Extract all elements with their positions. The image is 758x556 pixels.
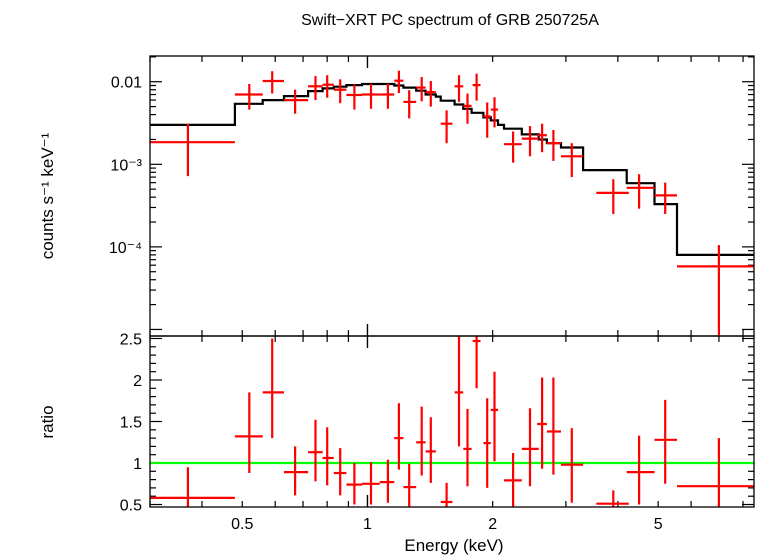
tick-labels: 0.01 10⁻³ 10⁻⁴ 0.5 1 1.5 2 2.5 0.5 1 2 5: [109, 75, 663, 533]
ratio-panel-frame: [149, 335, 755, 508]
panel-frames: [149, 55, 755, 508]
bottom-panel-ticks: [149, 336, 754, 507]
top-y-axis-label: counts s⁻¹ keV⁻¹: [38, 132, 57, 259]
ratio-ytick-label-0: 0.5: [120, 498, 142, 515]
ratio-ytick-label-2: 1.5: [120, 415, 142, 432]
spectrum-ytick-label-0: 0.01: [111, 75, 142, 92]
model-step-path: [150, 82, 754, 256]
x-axis-label: Energy (keV): [404, 536, 503, 555]
ratio-xtick-label-1: 1: [363, 516, 372, 533]
spectrum-data-points: [150, 70, 754, 336]
ratio-xtick-label-3: 5: [654, 516, 663, 533]
ratio-data-points: [150, 336, 754, 507]
ratio-ytick-label-3: 2: [133, 373, 142, 390]
top-panel-ticks: [149, 56, 754, 336]
bottom-y-axis-label: ratio: [38, 405, 57, 438]
spectrum-ytick-label-2: 10⁻⁴: [109, 240, 142, 257]
model-step-curve: [150, 82, 754, 256]
spectrum-ytick-label-1: 10⁻³: [110, 157, 142, 174]
chart-title: Swift−XRT PC spectrum of GRB 250725A: [301, 12, 599, 29]
ratio-xtick-label-2: 2: [488, 516, 497, 533]
ratio-ytick-label-4: 2.5: [120, 331, 142, 348]
ratio-ytick-label-1: 1: [133, 456, 142, 473]
ratio-xtick-label-0: 0.5: [231, 516, 253, 533]
